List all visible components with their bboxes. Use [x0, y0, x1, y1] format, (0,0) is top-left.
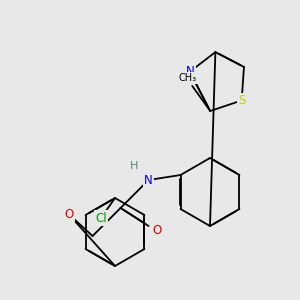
Text: Cl: Cl — [95, 212, 107, 224]
Text: S: S — [238, 94, 245, 107]
Text: O: O — [64, 208, 73, 220]
Text: N: N — [185, 65, 194, 78]
Text: CH₃: CH₃ — [178, 73, 196, 83]
Text: O: O — [152, 224, 161, 238]
Text: N: N — [144, 173, 153, 187]
Text: H: H — [130, 161, 139, 171]
